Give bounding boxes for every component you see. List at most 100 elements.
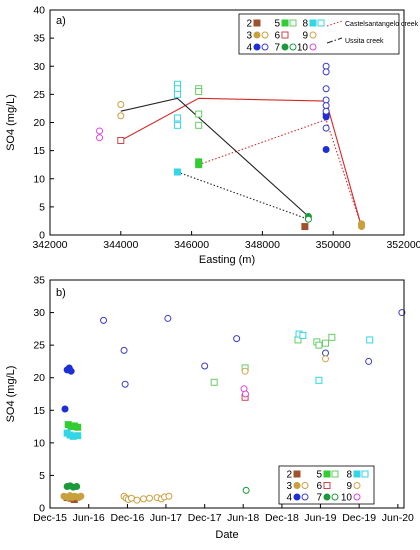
panel-a-x-axis-title: Easting (m) (199, 254, 255, 266)
legend-marker (289, 43, 297, 51)
data-point (299, 331, 307, 339)
data-point (61, 405, 69, 413)
data-point (145, 494, 153, 502)
data-point (117, 112, 125, 120)
panel-b-y-ticks: 0 5 10 15 20 25 30 35 (33, 275, 54, 515)
legend-item-label: 9 (302, 31, 308, 42)
panel-a-series-lines (120, 97, 363, 227)
panel-b-y-axis-title: SO4 (mg/L) (5, 366, 17, 423)
legend-marker (323, 470, 331, 478)
y-tick-label: 20 (33, 372, 45, 384)
data-point (242, 486, 250, 494)
legend-marker (331, 470, 339, 478)
legend-marker (293, 482, 301, 489)
data-point (67, 367, 75, 375)
y-tick-label: 20 (33, 117, 45, 129)
legend-marker (317, 19, 325, 27)
data-point (195, 158, 203, 166)
y-tick-label: 25 (33, 89, 45, 101)
y-tick-label: 40 (33, 5, 45, 17)
x-tick-label: 344000 (103, 239, 138, 251)
legend-marker (261, 43, 269, 51)
panel-b-data-points (60, 309, 406, 504)
legend-marker (301, 482, 309, 489)
legend-item-label: 2 (286, 470, 292, 481)
data-point (133, 496, 141, 504)
x-tick-label: Dec-17 (188, 512, 222, 524)
data-point (322, 124, 330, 132)
panel-a-data-points (96, 62, 366, 231)
data-point (365, 357, 373, 365)
data-point (140, 495, 148, 503)
legend-line-label: Castelsantangelo creek (345, 21, 419, 28)
legend-item-label: 7 (316, 493, 322, 504)
legend-item-label: 6 (274, 31, 280, 42)
legend-item-label: 5 (274, 19, 280, 30)
x-tick-label: Jun-18 (227, 512, 259, 524)
data-point (315, 376, 323, 384)
data-point (195, 121, 203, 129)
data-point (241, 367, 249, 375)
x-tick-label: Dec-18 (265, 512, 299, 524)
y-tick-label: 30 (33, 61, 45, 73)
data-point (322, 68, 330, 76)
panel-b-x-axis-title: Date (215, 529, 238, 541)
data-point (117, 101, 125, 108)
data-point (173, 168, 181, 176)
data-point (173, 114, 181, 122)
y-tick-label: 10 (33, 437, 45, 449)
y-tick-label: 35 (33, 275, 45, 287)
legend-item-label: 3 (286, 481, 292, 492)
legend-line-label: Ussita creek (345, 38, 384, 45)
data-point (242, 390, 250, 398)
data-point (117, 137, 125, 144)
data-point (328, 333, 336, 341)
panel-b-plot-frame (49, 279, 405, 509)
legend-marker (353, 482, 361, 489)
legend-marker (309, 19, 317, 27)
series-line (120, 97, 363, 227)
data-point (173, 121, 181, 129)
data-point (358, 221, 366, 229)
data-point (322, 85, 330, 93)
data-point (165, 492, 173, 500)
legend-marker (261, 31, 269, 39)
y-tick-label: 0 (39, 230, 45, 242)
x-tick-label: Dec-15 (33, 512, 67, 524)
legend-marker (293, 493, 301, 501)
data-point (321, 339, 329, 347)
legend-line-sample (326, 37, 343, 44)
legend-marker (253, 19, 261, 27)
y-tick-label: 15 (33, 405, 45, 417)
legend-item-label: 4 (286, 493, 292, 504)
data-point (120, 346, 128, 354)
data-point (301, 223, 309, 231)
legend-item-label: 7 (274, 43, 280, 54)
legend-marker (309, 43, 317, 51)
data-point (322, 62, 330, 70)
panel-a-y-ticks: 0 5 10 15 20 25 30 35 40 (33, 5, 54, 242)
data-point (173, 85, 181, 93)
x-tick-label: Jun-17 (150, 512, 182, 524)
data-point (121, 380, 129, 388)
y-tick-label: 30 (33, 307, 45, 319)
legend-marker (281, 43, 289, 51)
y-tick-label: 5 (39, 470, 45, 482)
legend-item-label: 2 (246, 19, 252, 30)
data-point (322, 102, 330, 110)
y-tick-label: 10 (33, 173, 45, 185)
legend-item-label: 6 (316, 481, 322, 492)
data-point (96, 127, 104, 135)
y-tick-label: 25 (33, 340, 45, 352)
legend-marker (289, 19, 297, 27)
panel-b-label: b) (56, 287, 66, 299)
y-tick-label: 35 (33, 33, 45, 45)
series-line (120, 97, 309, 217)
data-point (73, 483, 81, 491)
x-tick-label: 348000 (245, 239, 280, 251)
x-tick-label: 342000 (32, 239, 67, 251)
legend-marker (253, 31, 261, 39)
x-tick-label: 350000 (316, 239, 351, 251)
